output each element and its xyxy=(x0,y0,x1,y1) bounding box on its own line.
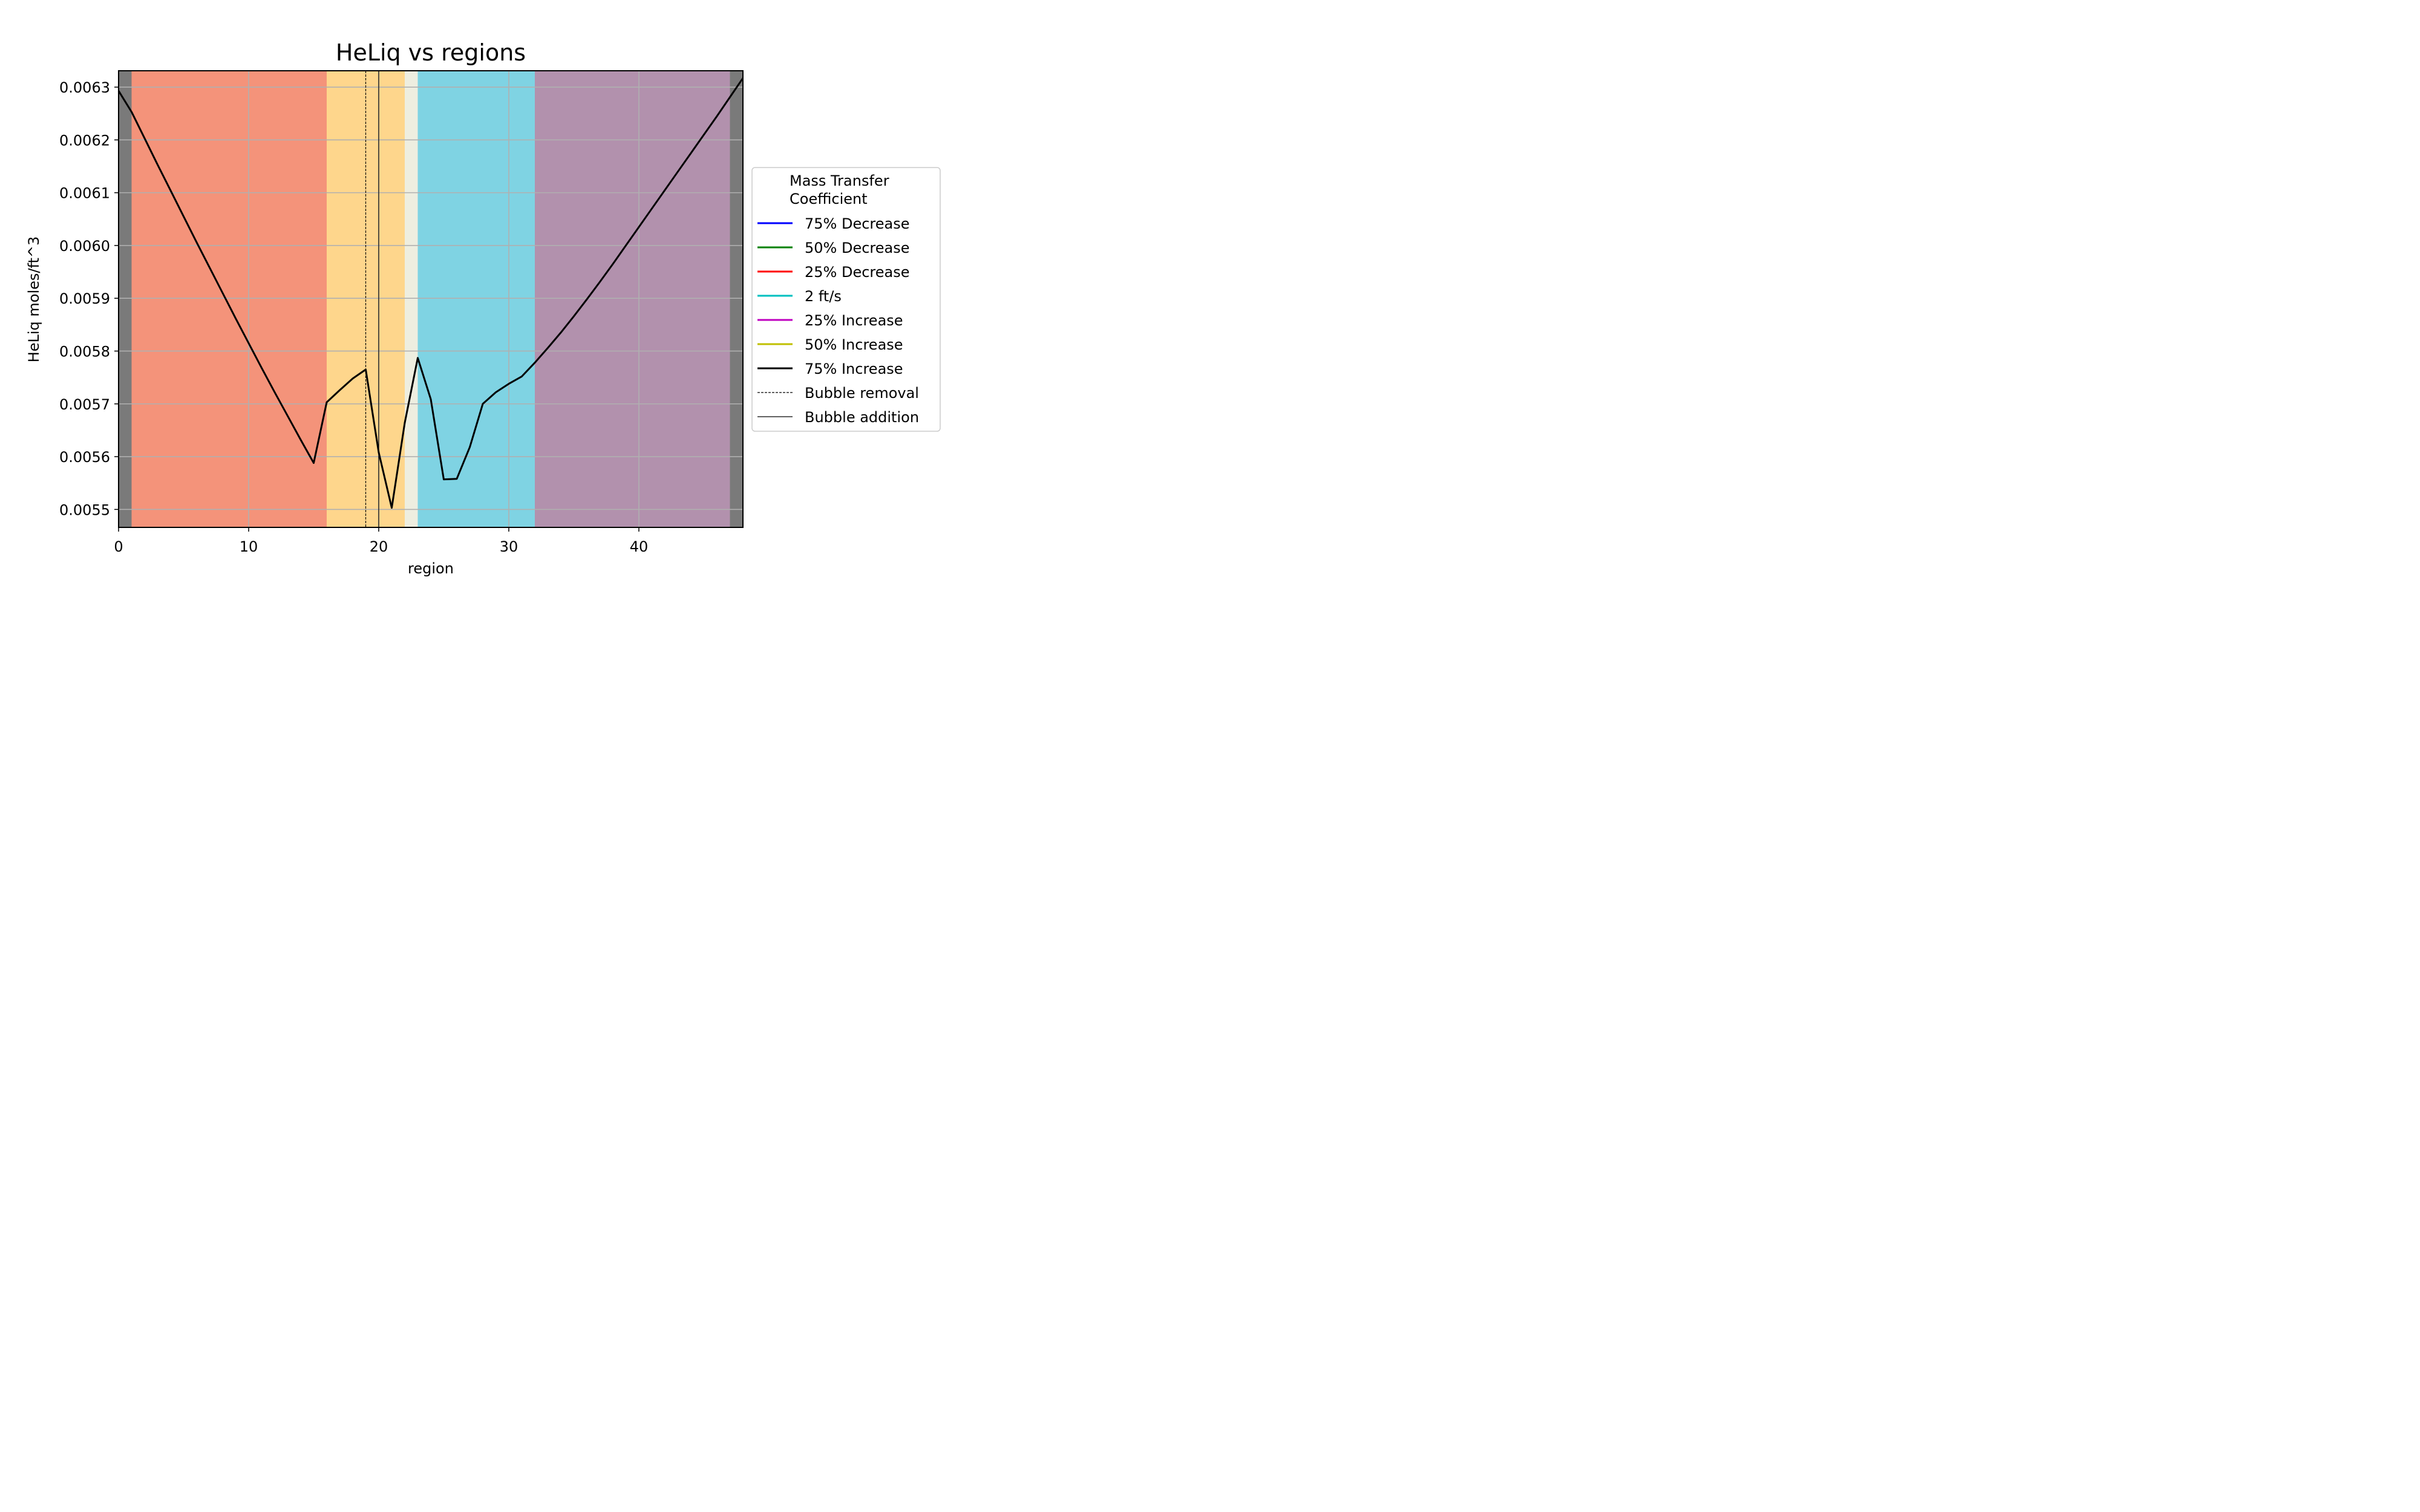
y-tick-label: 0.0056 xyxy=(59,449,110,466)
y-tick-label: 0.0062 xyxy=(59,132,110,149)
x-tick-label: 10 xyxy=(240,538,258,555)
legend-label: 25% Increase xyxy=(805,312,903,329)
region-band-3 xyxy=(405,71,418,527)
legend-box xyxy=(751,167,941,432)
y-axis-label: HeLiq moles/ft^3 xyxy=(25,236,42,363)
y-tick-label: 0.0063 xyxy=(59,79,110,96)
series-line-6 xyxy=(117,77,744,509)
y-tick-label: 0.0059 xyxy=(59,290,110,307)
legend-title: Mass Transfer Coefficient xyxy=(790,172,889,207)
y-tick-label: 0.0060 xyxy=(59,238,110,255)
y-tick-label: 0.0055 xyxy=(59,501,110,518)
series-lines xyxy=(117,77,744,509)
legend-label: 50% Decrease xyxy=(805,240,910,256)
region-band-1 xyxy=(131,71,327,527)
x-axis-label: region xyxy=(408,560,454,577)
x-tick-label: 20 xyxy=(370,538,388,555)
chart-title: HeLiq vs regions xyxy=(336,39,526,66)
legend-label: 25% Decrease xyxy=(805,264,910,281)
y-axis-ticks: 0.0055 0.0056 0.0057 0.0058 0.0059 0.0060 0.00… xyxy=(59,79,119,518)
region-band-0 xyxy=(119,71,132,527)
legend-label: 50% Increase xyxy=(805,336,903,353)
plot-frame xyxy=(118,70,744,528)
region-band-2 xyxy=(327,71,405,527)
x-tick-label: 40 xyxy=(630,538,649,555)
y-tick-label: 0.0057 xyxy=(59,396,110,413)
legend: Mass Transfer Coefficient 75% Decrease 50%… xyxy=(751,167,941,432)
legend-label: 75% Decrease xyxy=(805,215,910,232)
legend-label: Bubble removal xyxy=(805,385,919,402)
x-tick-label: 0 xyxy=(114,538,123,555)
legend-label: 2 ft/s xyxy=(805,288,842,305)
region-band-4 xyxy=(417,71,535,527)
region-band-6 xyxy=(730,71,743,527)
y-tick-label: 0.0061 xyxy=(59,185,110,202)
background-bands xyxy=(119,71,743,527)
chart: HeLiq vs regions 0 10 20 30 40 0.00550.00560… xyxy=(25,39,941,577)
x-tick-label: 30 xyxy=(500,538,518,555)
region-band-5 xyxy=(535,71,730,527)
legend-label: Bubble addition xyxy=(805,409,919,426)
legend-label: 75% Increase xyxy=(805,360,903,377)
x-axis-ticks: 0 10 20 30 40 xyxy=(114,527,648,555)
y-tick-label: 0.0058 xyxy=(59,343,110,360)
legend-entries: 75% Decrease 50% Decrease 25% Decrease 2 ft… xyxy=(757,215,919,426)
